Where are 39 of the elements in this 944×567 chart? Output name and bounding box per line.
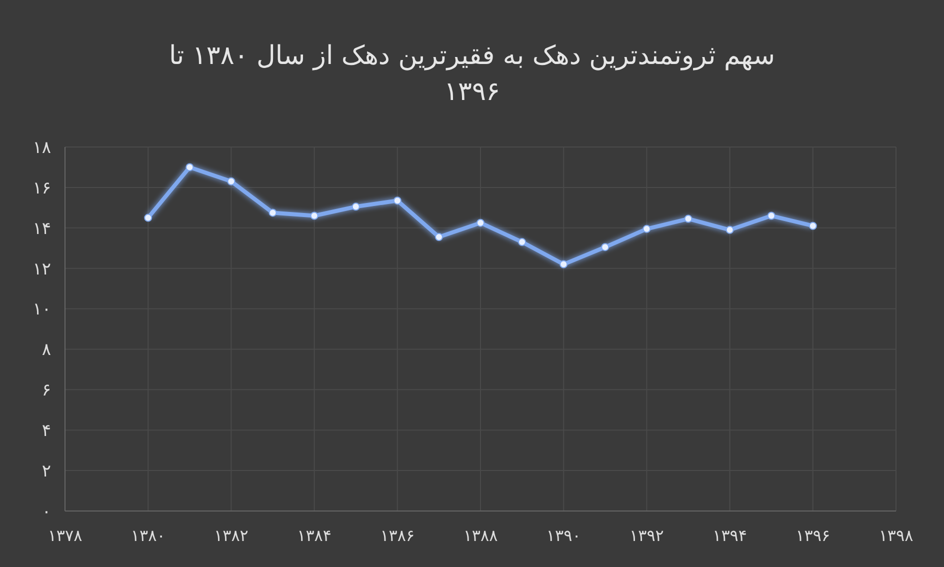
y-tick-label: ۱۰ — [32, 300, 51, 320]
x-tick-label: ۱۳۹۲ — [630, 526, 664, 545]
y-tick-label: ۴ — [42, 421, 51, 442]
point — [476, 218, 484, 227]
y-tick-label: ۰ — [42, 502, 51, 522]
y-tick-label: ۱۴ — [32, 218, 51, 239]
point — [808, 222, 817, 230]
point — [393, 196, 402, 205]
y-tick-label: ۶ — [42, 380, 51, 401]
point — [518, 238, 526, 246]
point — [601, 243, 610, 252]
y-tick-label: ۱۸ — [32, 138, 51, 158]
point — [434, 232, 443, 241]
y-tick-label: ۲ — [42, 462, 51, 482]
point — [186, 163, 194, 172]
x-tick-label: ۱۳۸۸ — [463, 526, 498, 545]
x-tick-label: ۱۳۸۴ — [297, 526, 332, 545]
point — [726, 226, 734, 234]
point — [767, 212, 776, 220]
point — [684, 214, 692, 223]
x-tick-label: ۱۳۸۲ — [214, 526, 248, 545]
chart-title: سهم ثروتمندترین دهک به فقیرترین دهک از سال ۱۳۸۰ تا ۱۳۹۶ — [168, 41, 776, 107]
x-tick-label: ۱۳۹۴ — [712, 526, 747, 545]
x-tick-label: ۱۳۹۶ — [796, 526, 830, 545]
point — [144, 214, 152, 222]
y-tick-label: ۱۶ — [32, 178, 51, 198]
x-tick-label: ۱۳۹۰ — [546, 526, 581, 545]
x-tick-label: ۱۳۷۸ — [48, 526, 83, 545]
y-tick-label: ۸ — [42, 340, 51, 360]
x-tick-label: ۱۳۹۸ — [878, 526, 914, 545]
x-tick-label: ۱۳۸۰ — [130, 526, 166, 545]
x-tick-label: ۱۳۸۶ — [380, 526, 415, 545]
point — [560, 260, 568, 268]
point — [227, 177, 236, 186]
point — [268, 208, 277, 217]
point — [310, 212, 318, 220]
y-tick-label: ۱۲ — [32, 259, 51, 280]
point — [642, 224, 651, 233]
point — [352, 202, 360, 211]
